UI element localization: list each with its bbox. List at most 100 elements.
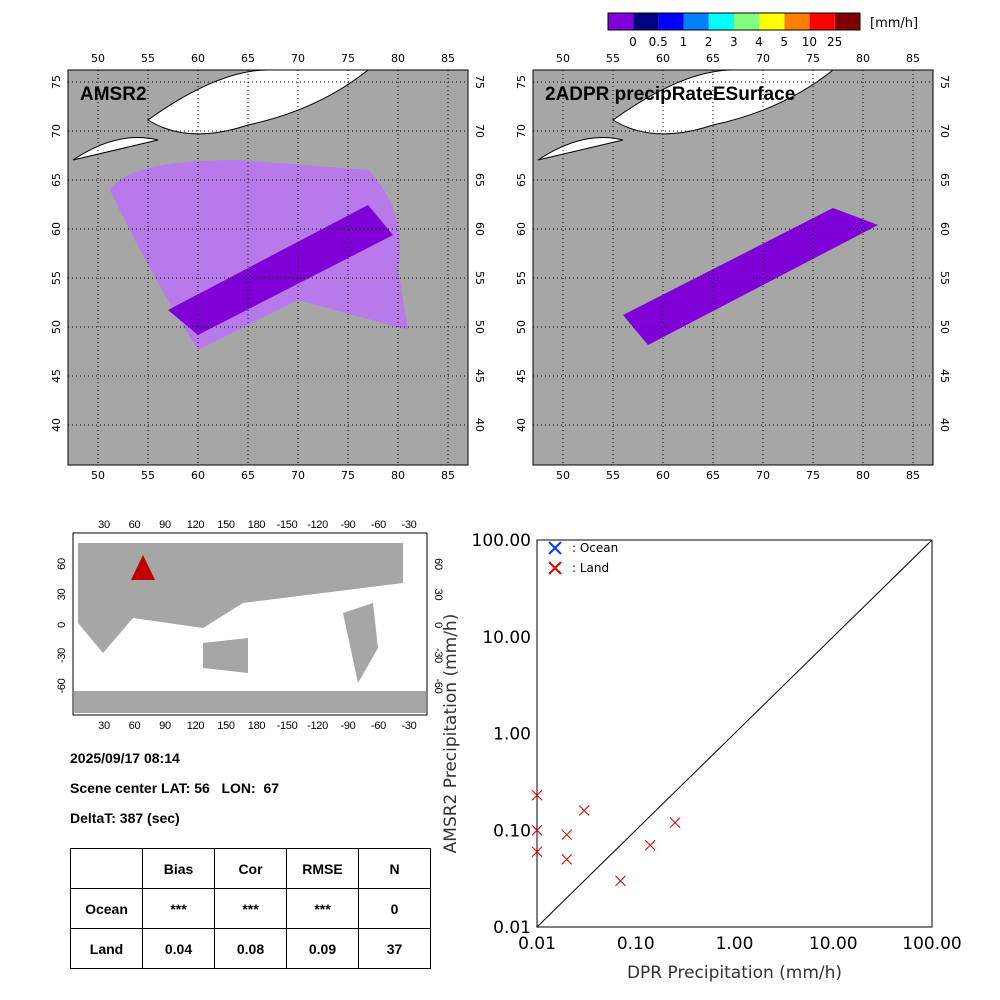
world-lat-tick: -30: [56, 648, 68, 663]
lat-tick-right: 75: [473, 75, 486, 89]
world-lat-tick: -30: [432, 648, 444, 663]
colorbar-label: 0: [629, 35, 637, 49]
map-title: 2ADPR precipRateESurface: [545, 84, 795, 105]
lon-tick-top: 70: [756, 52, 770, 65]
ocean: [72, 137, 159, 161]
world-lat-tick: -60: [432, 679, 444, 694]
lon-tick-top: 85: [906, 52, 920, 65]
world-lon-tick-top: 90: [159, 519, 171, 531]
lon-tick-bottom: 85: [906, 469, 920, 482]
cell: ***: [286, 888, 359, 929]
header-cell: Bias: [142, 848, 215, 889]
cell: ***: [214, 888, 287, 929]
scene-location-marker: [131, 555, 155, 580]
colorbar-swatch: [683, 13, 709, 30]
lon-tick-top: 55: [606, 52, 620, 65]
lat-tick-right: 50: [473, 320, 486, 334]
colorbar-label: 3: [730, 35, 738, 49]
precip-band: [623, 208, 878, 345]
lat-tick-right: 65: [473, 173, 486, 187]
lat-tick-left: 40: [515, 418, 528, 432]
lat-tick-left: 60: [515, 222, 528, 236]
world-lon-tick-bottom: -90: [341, 720, 356, 732]
world-lat-tick: 60: [56, 558, 68, 570]
lon-tick-bottom: 65: [241, 469, 255, 482]
colorbar-label: 2: [705, 35, 713, 49]
world-lon-tick-top: 150: [217, 519, 235, 531]
lon-tick-bottom: 80: [391, 469, 405, 482]
legend-marker: [548, 561, 562, 575]
world-lat-tick: 60: [432, 558, 444, 570]
one-to-one-line: [536, 539, 933, 928]
lat-tick-left: 65: [50, 173, 63, 187]
world-lon-tick-top: -150: [277, 519, 298, 531]
cell: 0: [358, 888, 431, 929]
lon-tick-top: 65: [706, 52, 720, 65]
colorbar-swatch: [734, 13, 760, 30]
cell: 0.08: [214, 928, 287, 969]
lon-tick-bottom: 70: [291, 469, 305, 482]
x-axis-label: DPR Precipitation (mm/h): [627, 963, 842, 983]
world-lon-tick-top: -30: [402, 519, 417, 531]
lon-tick-top: 55: [141, 52, 155, 65]
continent: [203, 638, 248, 673]
colorbar-swatch: [834, 13, 860, 30]
lat-tick-left: 65: [515, 173, 528, 187]
lat-tick-right: 40: [473, 418, 486, 432]
colorbar-label: 10: [802, 35, 817, 49]
lon-tick-bottom: 75: [806, 469, 820, 482]
lat-tick-right: 75: [938, 75, 951, 89]
world-lon-tick-bottom: -60: [371, 720, 386, 732]
colorbar-swatch: [633, 13, 659, 30]
colorbar-label: 4: [755, 35, 763, 49]
table-row: Land 0.04 0.08 0.09 37: [70, 928, 431, 969]
lon-tick-top: 80: [391, 52, 405, 65]
lat-tick-right: 45: [938, 369, 951, 383]
lat-tick-right: 55: [473, 271, 486, 285]
lat-tick-left: 75: [515, 75, 528, 89]
world-lon-tick-bottom: -150: [277, 720, 298, 732]
x-tick-label: 1.00: [716, 934, 754, 954]
lon-tick-top: 75: [806, 52, 820, 65]
colorbar-swatch: [809, 13, 835, 30]
lat-tick-right: 50: [938, 320, 951, 334]
colorbar-swatch: [708, 13, 734, 30]
lon-tick-bottom: 60: [191, 469, 205, 482]
world-lon-tick-top: -60: [371, 519, 386, 531]
world-lon-tick-top: 180: [248, 519, 266, 531]
precip-band: [168, 205, 393, 335]
map-title: AMSR2: [80, 84, 147, 105]
colorbar-swatch: [608, 13, 634, 30]
cell: ***: [142, 888, 215, 929]
world-lat-tick: -60: [56, 678, 68, 693]
lon-tick-bottom: 65: [706, 469, 720, 482]
y-tick-label: 1.00: [493, 725, 531, 745]
y-axis-label: AMSR2 Precipitation (mm/h): [441, 614, 461, 854]
lat-tick-left: 40: [50, 418, 63, 432]
lat-tick-left: 45: [50, 369, 63, 383]
lat-tick-left: 55: [515, 271, 528, 285]
colorbar-swatch: [784, 13, 810, 30]
ocean: [537, 137, 624, 161]
lat-tick-left: 60: [50, 222, 63, 236]
colorbar-swatch: [658, 13, 684, 30]
table-row: Ocean *** *** *** 0: [70, 888, 431, 929]
world-lon-tick-bottom: 180: [248, 720, 266, 732]
colorbar-label: 5: [780, 35, 788, 49]
lon-tick-top: 70: [291, 52, 305, 65]
world-lon-tick-bottom: 30: [98, 720, 110, 732]
delta-t: DeltaT: 387 (sec): [70, 810, 180, 826]
legend-label: : Ocean: [572, 541, 618, 555]
world-lon-tick-top: 60: [129, 519, 141, 531]
table-header: Bias Cor RMSE N: [70, 848, 431, 889]
world-lon-tick-bottom: -30: [402, 720, 417, 732]
world-lon-tick-bottom: 150: [217, 720, 235, 732]
lat-tick-left: 70: [515, 124, 528, 138]
legend-marker: [548, 541, 562, 555]
header-cell: RMSE: [286, 848, 359, 889]
data-point: [561, 829, 573, 841]
lat-tick-right: 70: [938, 124, 951, 138]
lat-tick-right: 45: [473, 369, 486, 383]
world-lon-tick-top: -120: [307, 519, 328, 531]
